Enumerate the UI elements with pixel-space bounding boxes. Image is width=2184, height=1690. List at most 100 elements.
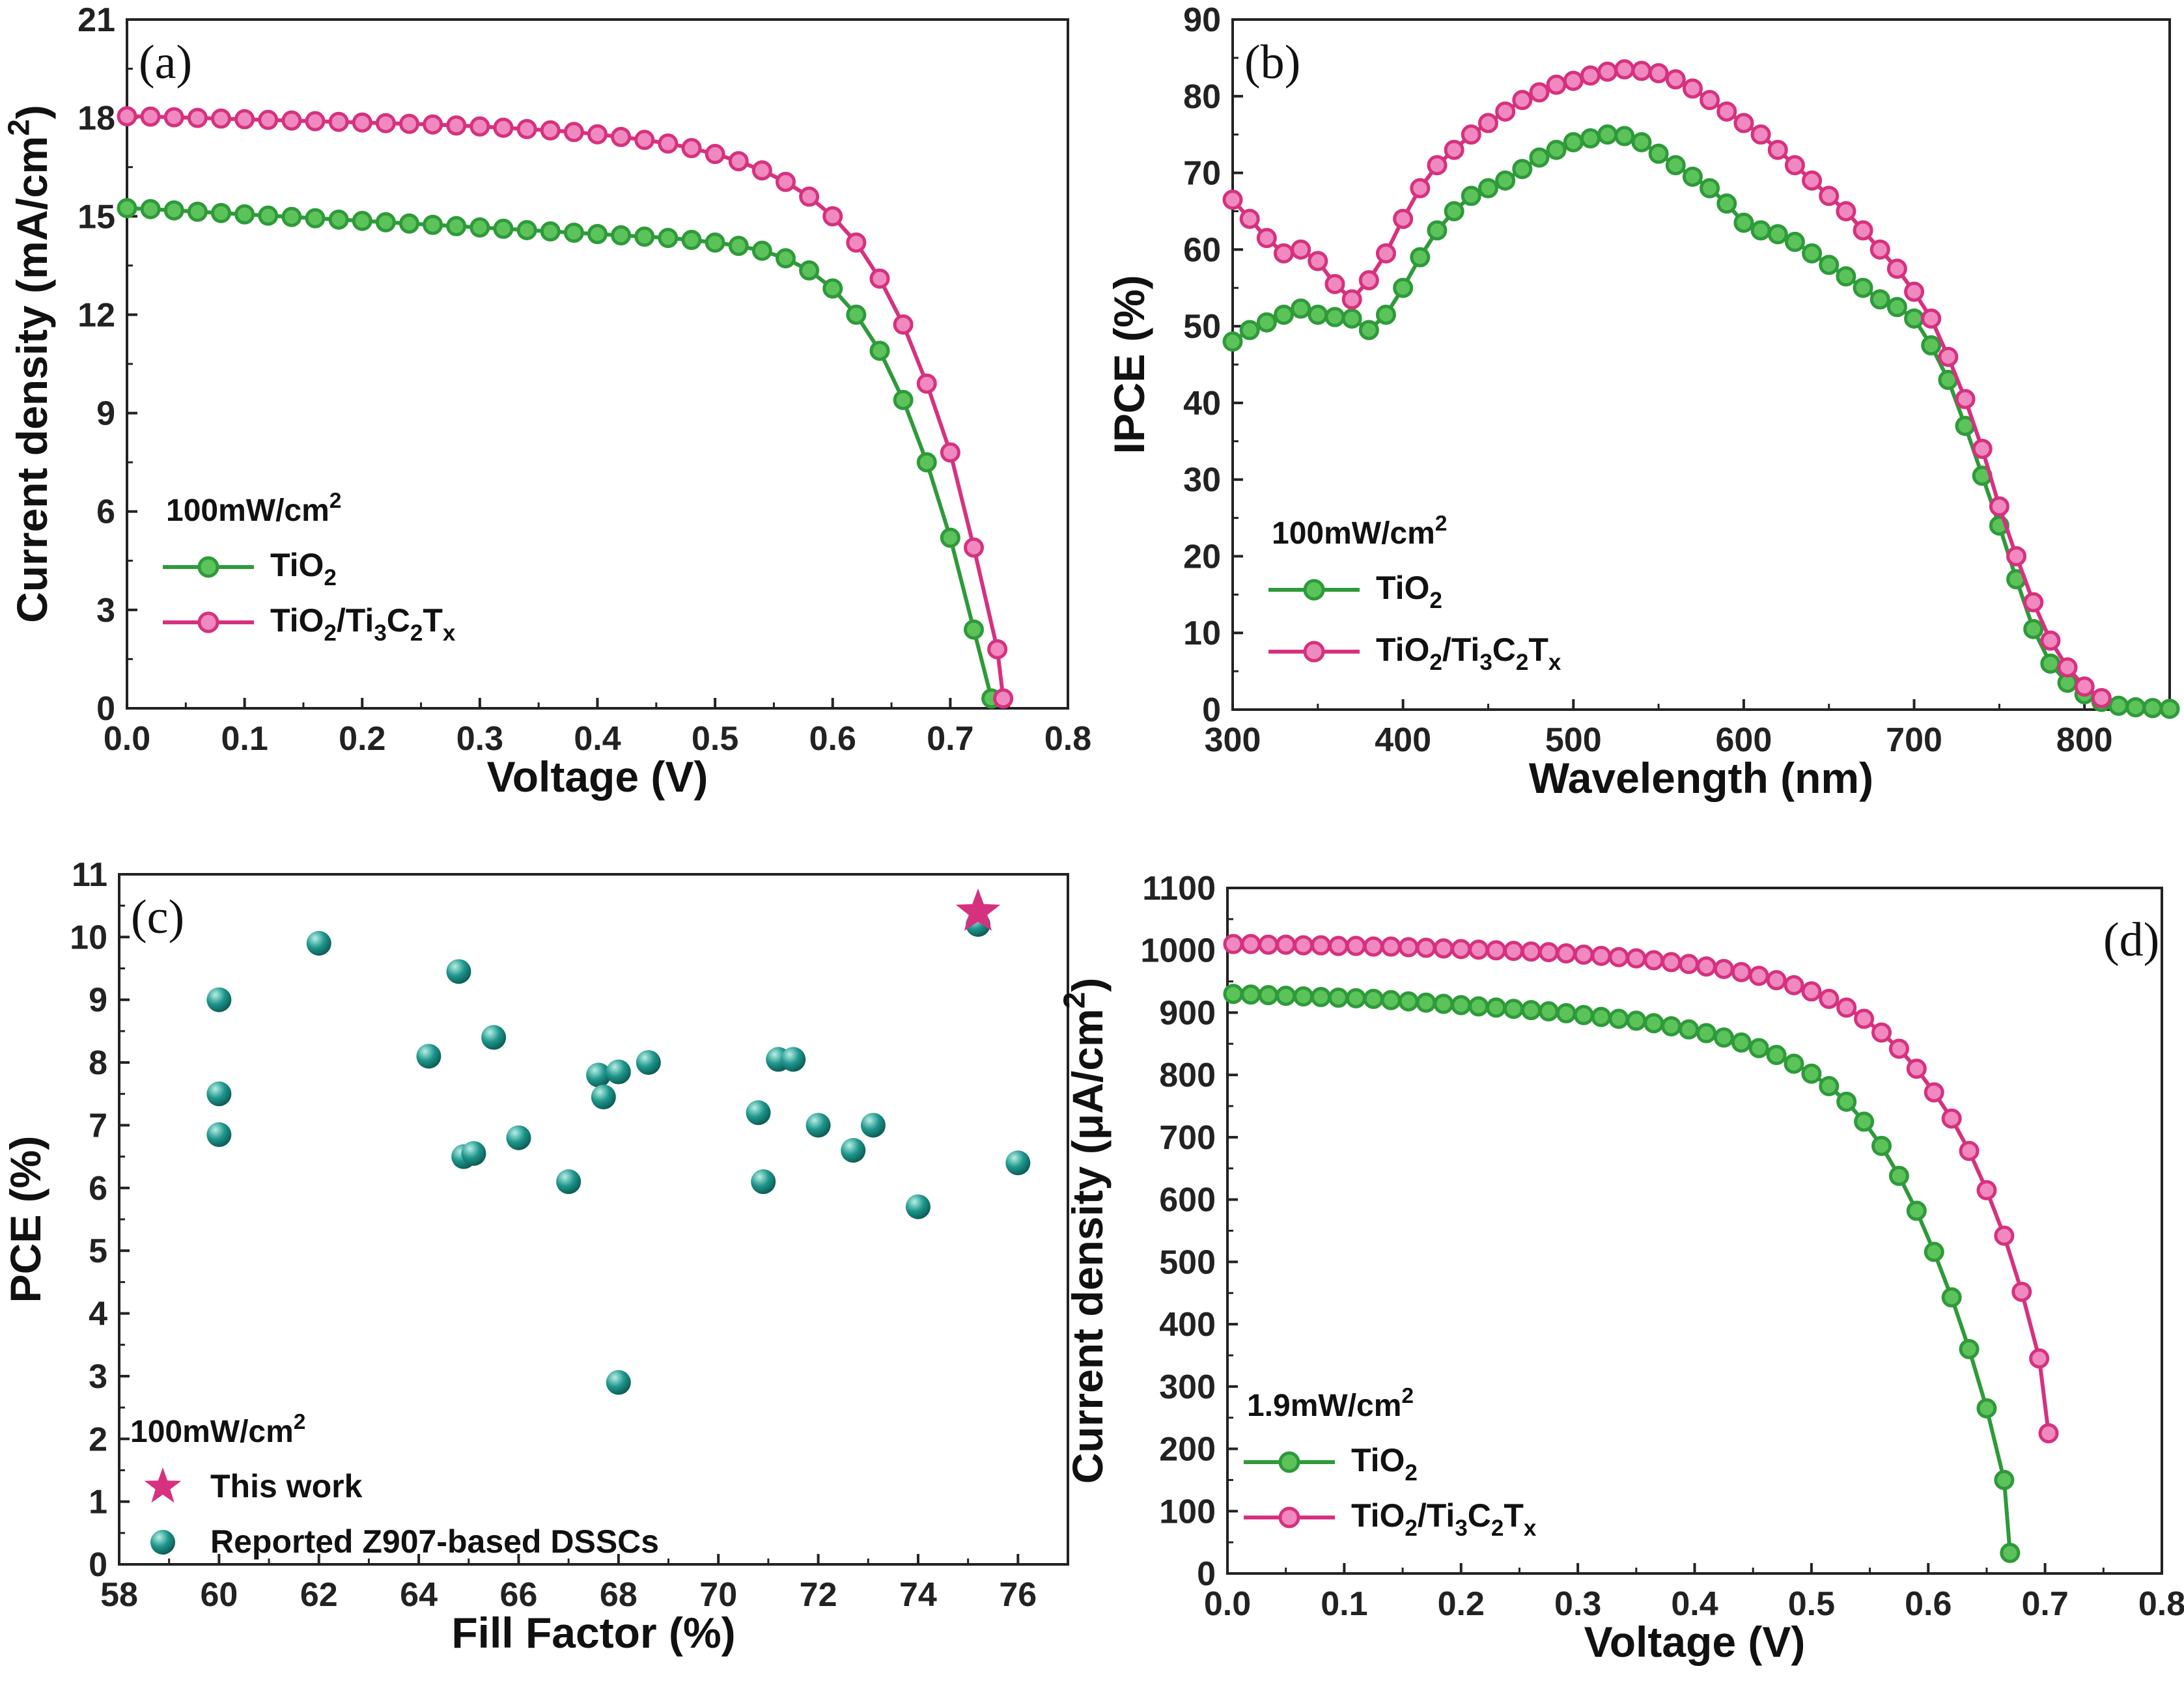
y-tick-label: 11 bbox=[72, 856, 107, 894]
data-point bbox=[281, 206, 302, 227]
data-point bbox=[1591, 945, 1612, 966]
data-point bbox=[2108, 695, 2129, 716]
data-point bbox=[1748, 965, 1769, 986]
data-point bbox=[1853, 277, 1873, 298]
x-tick-label: 0.3 bbox=[1554, 1585, 1601, 1623]
data-point bbox=[1597, 61, 1618, 82]
data-point bbox=[140, 106, 161, 127]
x-tick-label: 0.0 bbox=[1204, 1585, 1251, 1623]
data-point bbox=[728, 236, 749, 256]
data-point bbox=[1869, 239, 1890, 260]
data-point bbox=[1311, 987, 1331, 1008]
data-point bbox=[1324, 307, 1345, 327]
data-point bbox=[2000, 1542, 2021, 1563]
data-point bbox=[1451, 995, 1472, 1016]
data-point bbox=[1398, 937, 1419, 958]
data-point bbox=[987, 639, 1008, 659]
data-point bbox=[516, 219, 537, 240]
data-point bbox=[1256, 312, 1277, 333]
x-tick-label: 0.1 bbox=[221, 720, 268, 758]
data-point bbox=[1682, 166, 1703, 187]
data-point bbox=[1468, 939, 1489, 960]
data-point bbox=[1276, 986, 1296, 1006]
y-tick-label: 400 bbox=[1159, 1306, 1216, 1344]
legend-marker bbox=[197, 556, 219, 578]
x-tick-label: 72 bbox=[800, 1576, 837, 1614]
panel-label: (b) bbox=[1244, 36, 1300, 89]
data-point bbox=[375, 212, 396, 232]
data-point bbox=[1222, 331, 1243, 352]
legend-label: TiO2​/Ti3​C2​Tx​ bbox=[270, 602, 456, 646]
data-point bbox=[606, 1059, 631, 1085]
data-point bbox=[1871, 1022, 1892, 1043]
data-point-star bbox=[955, 888, 1001, 931]
y-tick-label: 18 bbox=[77, 100, 115, 137]
data-point bbox=[1733, 113, 1754, 133]
data-point bbox=[399, 213, 419, 234]
x-tick-label: 0.2 bbox=[339, 720, 385, 758]
data-point bbox=[1495, 170, 1516, 191]
data-point bbox=[2006, 546, 2027, 566]
data-point bbox=[1886, 297, 1907, 318]
chart-panel-a: 0.0 0.1 0.2 0.3 0.4 0.5 0.6 0.7 0.8 0 3 6 9 12 15 18 21 V… bbox=[1, 1, 1091, 801]
data-point bbox=[1468, 996, 1489, 1017]
x-tick-label: 300 bbox=[1205, 721, 1261, 759]
data-point bbox=[822, 278, 843, 299]
data-point bbox=[1486, 997, 1507, 1018]
data-layer bbox=[117, 106, 1014, 709]
data-point bbox=[423, 114, 443, 135]
data-point bbox=[1854, 1008, 1875, 1029]
data-point bbox=[940, 527, 960, 548]
data-point bbox=[1276, 934, 1296, 955]
data-point bbox=[1994, 1469, 2015, 1490]
data-point bbox=[1239, 208, 1260, 229]
x-tick-label: 700 bbox=[1886, 721, 1942, 759]
data-point bbox=[681, 137, 702, 158]
data-point bbox=[1427, 155, 1448, 176]
x-tick-label: 0.2 bbox=[1438, 1585, 1485, 1623]
data-point bbox=[1546, 74, 1567, 95]
data-point bbox=[636, 1050, 661, 1075]
data-point bbox=[1938, 346, 1959, 367]
data-point bbox=[1836, 266, 1856, 287]
data-point bbox=[681, 230, 702, 251]
chart-panel-c: 58 60 62 64 66 68 70 72 74 76 0 1 2 3 4 5 6 7 8 9 10 11 Fill F… bbox=[1, 856, 1069, 1657]
data-point bbox=[1921, 308, 1942, 329]
data-point bbox=[1345, 988, 1366, 1008]
data-point bbox=[1461, 124, 1481, 145]
data-point bbox=[1273, 304, 1294, 325]
legend-marker bbox=[1303, 641, 1325, 663]
data-point bbox=[1819, 988, 1840, 1009]
data-point bbox=[1444, 139, 1464, 160]
data-point bbox=[634, 227, 655, 247]
data-point bbox=[1644, 1013, 1664, 1034]
data-point bbox=[2142, 698, 2163, 719]
data-point bbox=[563, 222, 584, 243]
data-point bbox=[1591, 1006, 1612, 1027]
data-point bbox=[2159, 699, 2180, 719]
y-tick-label: 1100 bbox=[1142, 870, 1216, 907]
data-point bbox=[1853, 220, 1873, 241]
data-point bbox=[306, 931, 331, 956]
data-point bbox=[2023, 618, 2044, 639]
data-point bbox=[328, 111, 349, 132]
data-point bbox=[611, 225, 632, 246]
y-tick-label: 9 bbox=[96, 395, 115, 433]
data-point bbox=[1293, 935, 1314, 956]
data-point bbox=[187, 201, 208, 222]
data-point bbox=[1375, 243, 1396, 264]
data-point bbox=[2029, 1348, 2050, 1369]
data-point bbox=[446, 959, 471, 984]
data-point bbox=[587, 223, 608, 244]
data-point bbox=[305, 208, 326, 229]
data-point bbox=[1626, 948, 1647, 969]
data-point bbox=[1433, 993, 1454, 1014]
data-point bbox=[1869, 289, 1890, 310]
data-point bbox=[1005, 1150, 1031, 1176]
data-point bbox=[1682, 78, 1703, 99]
data-point bbox=[1819, 255, 1840, 275]
chart-panel-b: 300 400 500 600 700 800 0 10 20 30 40 50 60 70 80 90 Wav… bbox=[1105, 1, 2180, 802]
data-point bbox=[860, 1113, 886, 1138]
data-point bbox=[1341, 308, 1362, 329]
data-point bbox=[1341, 289, 1362, 310]
